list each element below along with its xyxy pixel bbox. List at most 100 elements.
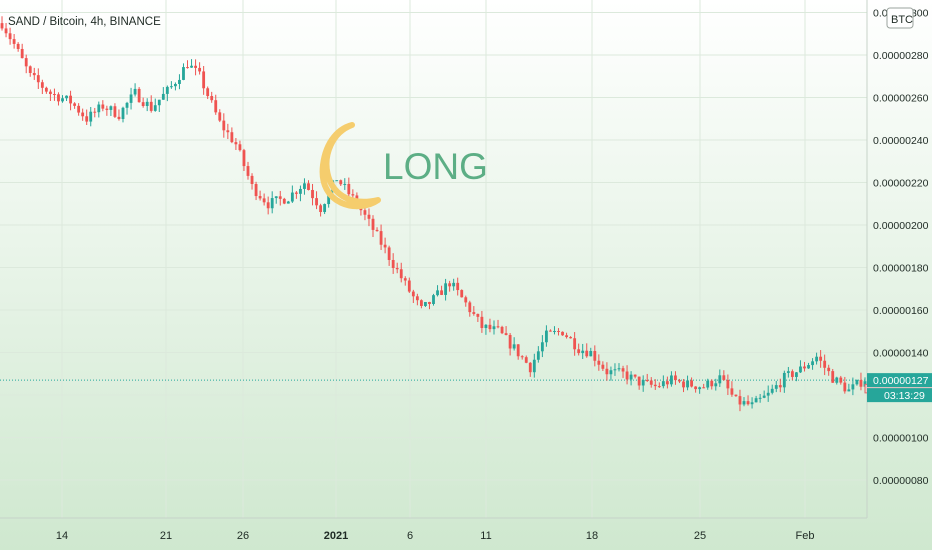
candle[interactable]: [222, 113, 226, 138]
candle[interactable]: [496, 319, 500, 329]
candle[interactable]: [831, 368, 835, 383]
candle[interactable]: [36, 68, 40, 89]
candle[interactable]: [718, 369, 722, 387]
candle[interactable]: [512, 337, 516, 351]
candle[interactable]: [448, 280, 452, 292]
candle[interactable]: [303, 178, 306, 195]
candle[interactable]: [524, 355, 528, 364]
candle[interactable]: [476, 313, 480, 322]
candle[interactable]: [645, 373, 649, 383]
candle[interactable]: [24, 54, 28, 74]
candle[interactable]: [101, 100, 105, 112]
candle[interactable]: [198, 62, 202, 75]
candle[interactable]: [835, 376, 839, 385]
candle[interactable]: [653, 379, 657, 390]
candle[interactable]: [625, 365, 629, 385]
candle[interactable]: [419, 299, 423, 309]
candle[interactable]: [851, 377, 855, 396]
candle[interactable]: [20, 43, 24, 59]
candle[interactable]: [379, 224, 383, 251]
candle[interactable]: [165, 85, 169, 102]
candle[interactable]: [387, 245, 391, 266]
candle[interactable]: [238, 140, 242, 152]
candle[interactable]: [532, 353, 536, 378]
candle[interactable]: [311, 183, 314, 206]
candle[interactable]: [69, 90, 72, 111]
candle[interactable]: [670, 371, 673, 387]
candle[interactable]: [391, 253, 395, 274]
candle[interactable]: [16, 42, 20, 52]
candle[interactable]: [214, 94, 218, 115]
candle[interactable]: [254, 181, 258, 201]
candle[interactable]: [174, 82, 177, 91]
candle[interactable]: [665, 376, 669, 389]
candle[interactable]: [73, 102, 77, 109]
candle[interactable]: [411, 289, 415, 303]
candle[interactable]: [722, 370, 726, 381]
candle[interactable]: [766, 385, 770, 402]
candle[interactable]: [57, 92, 60, 106]
candle[interactable]: [573, 332, 577, 356]
candle[interactable]: [742, 397, 746, 407]
candle[interactable]: [266, 196, 270, 215]
candle[interactable]: [81, 108, 85, 121]
candle[interactable]: [690, 377, 693, 388]
candle[interactable]: [77, 103, 81, 116]
candle[interactable]: [811, 358, 814, 370]
candle[interactable]: [315, 191, 318, 210]
candle[interactable]: [617, 363, 621, 372]
candle[interactable]: [161, 87, 165, 100]
candle[interactable]: [754, 395, 758, 403]
candle[interactable]: [581, 343, 585, 360]
candle[interactable]: [44, 86, 48, 94]
candle[interactable]: [774, 380, 778, 393]
candle[interactable]: [4, 23, 8, 38]
candle[interactable]: [234, 137, 238, 151]
candle[interactable]: [226, 123, 230, 140]
candle[interactable]: [424, 301, 427, 307]
candle[interactable]: [250, 173, 254, 190]
candle[interactable]: [633, 374, 637, 379]
candle[interactable]: [561, 331, 564, 336]
candle[interactable]: [186, 60, 189, 69]
candle[interactable]: [145, 98, 149, 112]
currency-badge[interactable]: BTC: [886, 7, 914, 29]
candle[interactable]: [637, 376, 641, 390]
candle[interactable]: [855, 379, 859, 386]
candle[interactable]: [770, 384, 774, 395]
candle[interactable]: [399, 262, 403, 283]
candle[interactable]: [202, 66, 206, 95]
candle[interactable]: [206, 86, 210, 100]
candle[interactable]: [613, 363, 617, 376]
candle[interactable]: [549, 329, 552, 332]
candle[interactable]: [710, 379, 714, 390]
candle[interactable]: [383, 237, 387, 254]
candle[interactable]: [839, 375, 843, 385]
candle[interactable]: [157, 99, 161, 113]
candle[interactable]: [597, 354, 601, 371]
candle[interactable]: [53, 88, 56, 101]
candle[interactable]: [262, 193, 266, 206]
candle[interactable]: [141, 97, 145, 108]
candle[interactable]: [242, 148, 246, 171]
candle[interactable]: [113, 103, 117, 119]
candle[interactable]: [484, 324, 488, 335]
candle[interactable]: [210, 91, 214, 103]
candle[interactable]: [540, 335, 544, 358]
candle[interactable]: [339, 179, 343, 187]
candle[interactable]: [415, 293, 419, 306]
candle[interactable]: [178, 74, 181, 90]
candle[interactable]: [593, 345, 597, 367]
candle[interactable]: [282, 197, 286, 205]
candle[interactable]: [299, 185, 302, 202]
candle[interactable]: [843, 376, 847, 394]
candle[interactable]: [661, 375, 665, 389]
candle[interactable]: [686, 375, 689, 391]
candle[interactable]: [585, 343, 589, 358]
candle[interactable]: [258, 190, 262, 201]
candle[interactable]: [65, 95, 68, 101]
candle[interactable]: [85, 109, 89, 125]
candle[interactable]: [815, 352, 819, 365]
candle[interactable]: [428, 301, 431, 310]
candle[interactable]: [61, 95, 64, 103]
